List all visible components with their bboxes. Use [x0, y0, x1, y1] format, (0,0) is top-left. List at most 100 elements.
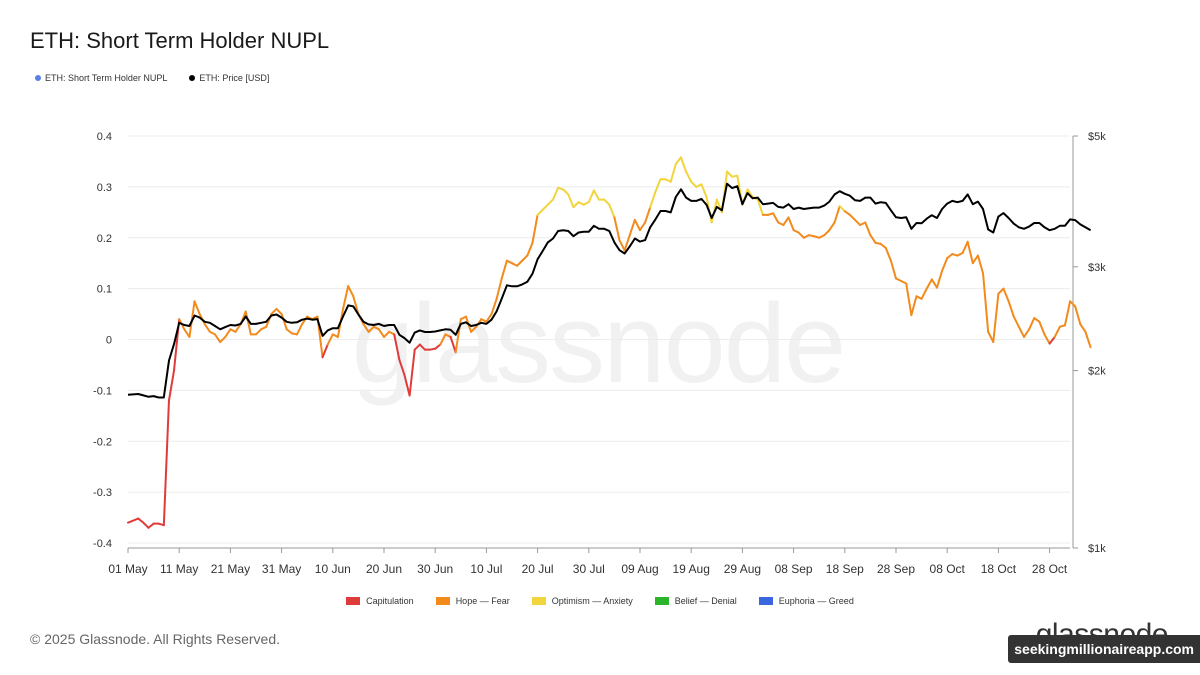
nupl-segment [946, 253, 954, 260]
nupl-segment [587, 189, 595, 204]
zone-legend-belief-denial[interactable]: Belief — Denial [654, 596, 737, 606]
legend-item-price[interactable]: ETH: Price [USD] [189, 73, 269, 83]
nupl-segment [142, 521, 150, 529]
zone-legend-hope-fear[interactable]: Hope — Fear [435, 596, 510, 606]
x-tick-label: 08 Sep [775, 562, 813, 576]
nupl-segment [864, 221, 872, 237]
nupl-segment [383, 330, 391, 338]
watermark: glassnode [352, 281, 845, 406]
nupl-segment [976, 254, 985, 275]
nupl-segment [987, 330, 995, 344]
nupl-series [127, 156, 1092, 529]
nupl-segment [843, 210, 851, 216]
nupl-segment [618, 239, 626, 252]
nupl-segment [127, 517, 140, 524]
y-right-tick-label: $1k [1088, 543, 1106, 555]
y-right-tick-label: $2k [1088, 366, 1106, 378]
nupl-segment [961, 240, 969, 255]
nupl-segment [966, 240, 974, 265]
nupl-segment [1012, 315, 1020, 328]
nupl-segment [470, 325, 478, 333]
nupl-segment [905, 282, 913, 317]
nupl-segment [592, 189, 601, 201]
y-axis-left: 0.4 0.3 0.2 0.1 0 -0.1 -0.2 -0.3 -0.4 [93, 131, 112, 550]
nupl-segment [572, 201, 580, 209]
x-tick-label: 01 May [108, 562, 147, 576]
legend-label-price: ETH: Price [USD] [199, 73, 270, 83]
gridlines [128, 135, 1070, 544]
legend-dot-price [189, 75, 196, 81]
x-tick-label: 28 Sep [877, 562, 915, 576]
nupl-segment [203, 323, 211, 333]
nupl-segment [285, 328, 293, 335]
nupl-segment [639, 221, 647, 232]
nupl-segment [295, 323, 304, 336]
nupl-segment [746, 188, 754, 199]
nupl-segment [193, 300, 201, 316]
nupl-segment [1053, 325, 1061, 338]
y-left-tick-label: -0.4 [93, 538, 112, 550]
nupl-segment [1028, 317, 1036, 331]
nupl-segment [326, 333, 334, 346]
nupl-segment [1002, 287, 1010, 303]
nupl-segment [362, 323, 370, 333]
nupl-segment [377, 328, 385, 338]
nupl-segment [147, 522, 155, 529]
swatch-optimism-anxiety [531, 597, 546, 605]
x-tick-label: 18 Oct [981, 562, 1017, 576]
zone-label-optimism-anxiety: Optimism — Anxiety [551, 596, 633, 606]
nupl-segment [352, 295, 360, 316]
zone-legend-optimism-anxiety[interactable]: Optimism — Anxiety [531, 596, 633, 606]
x-tick-label: 28 Oct [1032, 562, 1068, 576]
x-tick-label: 20 Jul [522, 562, 554, 576]
nupl-segment [531, 213, 539, 244]
x-tick-label: 21 May [211, 562, 250, 576]
legend-label-nupl: ETH: Short Term Holder NUPL [45, 73, 168, 83]
y-left-tick-label: -0.2 [93, 436, 112, 448]
nupl-segment [526, 241, 534, 257]
nupl-segment [941, 257, 949, 272]
nupl-segment [516, 259, 524, 267]
nupl-segment [930, 278, 938, 289]
nupl-segment [879, 242, 887, 249]
nupl-segment [1023, 328, 1031, 338]
nupl-segment [982, 272, 990, 333]
nupl-segment [854, 218, 862, 227]
nupl-segment [1069, 300, 1077, 308]
nupl-segment [275, 307, 283, 316]
nupl-segment [669, 162, 677, 183]
nupl-segment [690, 180, 698, 188]
nupl-segment [347, 285, 355, 298]
nupl-segment [603, 198, 611, 206]
nupl-segment [541, 203, 549, 211]
nupl-segment [889, 259, 897, 280]
swatch-belief-denial [654, 597, 669, 605]
zone-legend-capitulation[interactable]: Capitulation [346, 596, 414, 606]
nupl-segment [418, 343, 426, 351]
price-series [127, 182, 1092, 399]
nupl-segment [495, 277, 503, 300]
x-tick-label: 10 Jul [470, 562, 502, 576]
zone-legend: Capitulation Hope — Fear Optimism — Anxi… [0, 596, 1200, 606]
y-left-tick-label: 0.1 [97, 284, 112, 296]
legend-item-nupl[interactable]: ETH: Short Term Holder NUPL [35, 73, 167, 83]
nupl-segment [1084, 330, 1092, 349]
nupl-segment [649, 190, 657, 209]
swatch-euphoria-greed [758, 597, 773, 605]
nupl-segment [997, 287, 1005, 295]
zone-legend-euphoria-greed[interactable]: Euphoria — Greed [758, 596, 854, 606]
x-tick-label: 11 May [160, 562, 198, 576]
nupl-segment [183, 328, 191, 338]
nupl-segment [137, 517, 145, 524]
nupl-segment [393, 333, 401, 361]
chart-title: ETH: Short Term Holder NUPL [30, 28, 330, 53]
x-tick-label: 19 Aug [673, 562, 710, 576]
nupl-segment [321, 343, 329, 359]
nupl-segment [935, 269, 944, 289]
zone-label-hope-fear: Hope — Fear [455, 596, 510, 606]
nupl-segment [162, 399, 170, 527]
nupl-segment [920, 287, 928, 300]
y-left-tick-label: -0.3 [93, 487, 112, 499]
nupl-segment [167, 369, 176, 402]
x-tick-label: 09 Aug [621, 562, 658, 576]
